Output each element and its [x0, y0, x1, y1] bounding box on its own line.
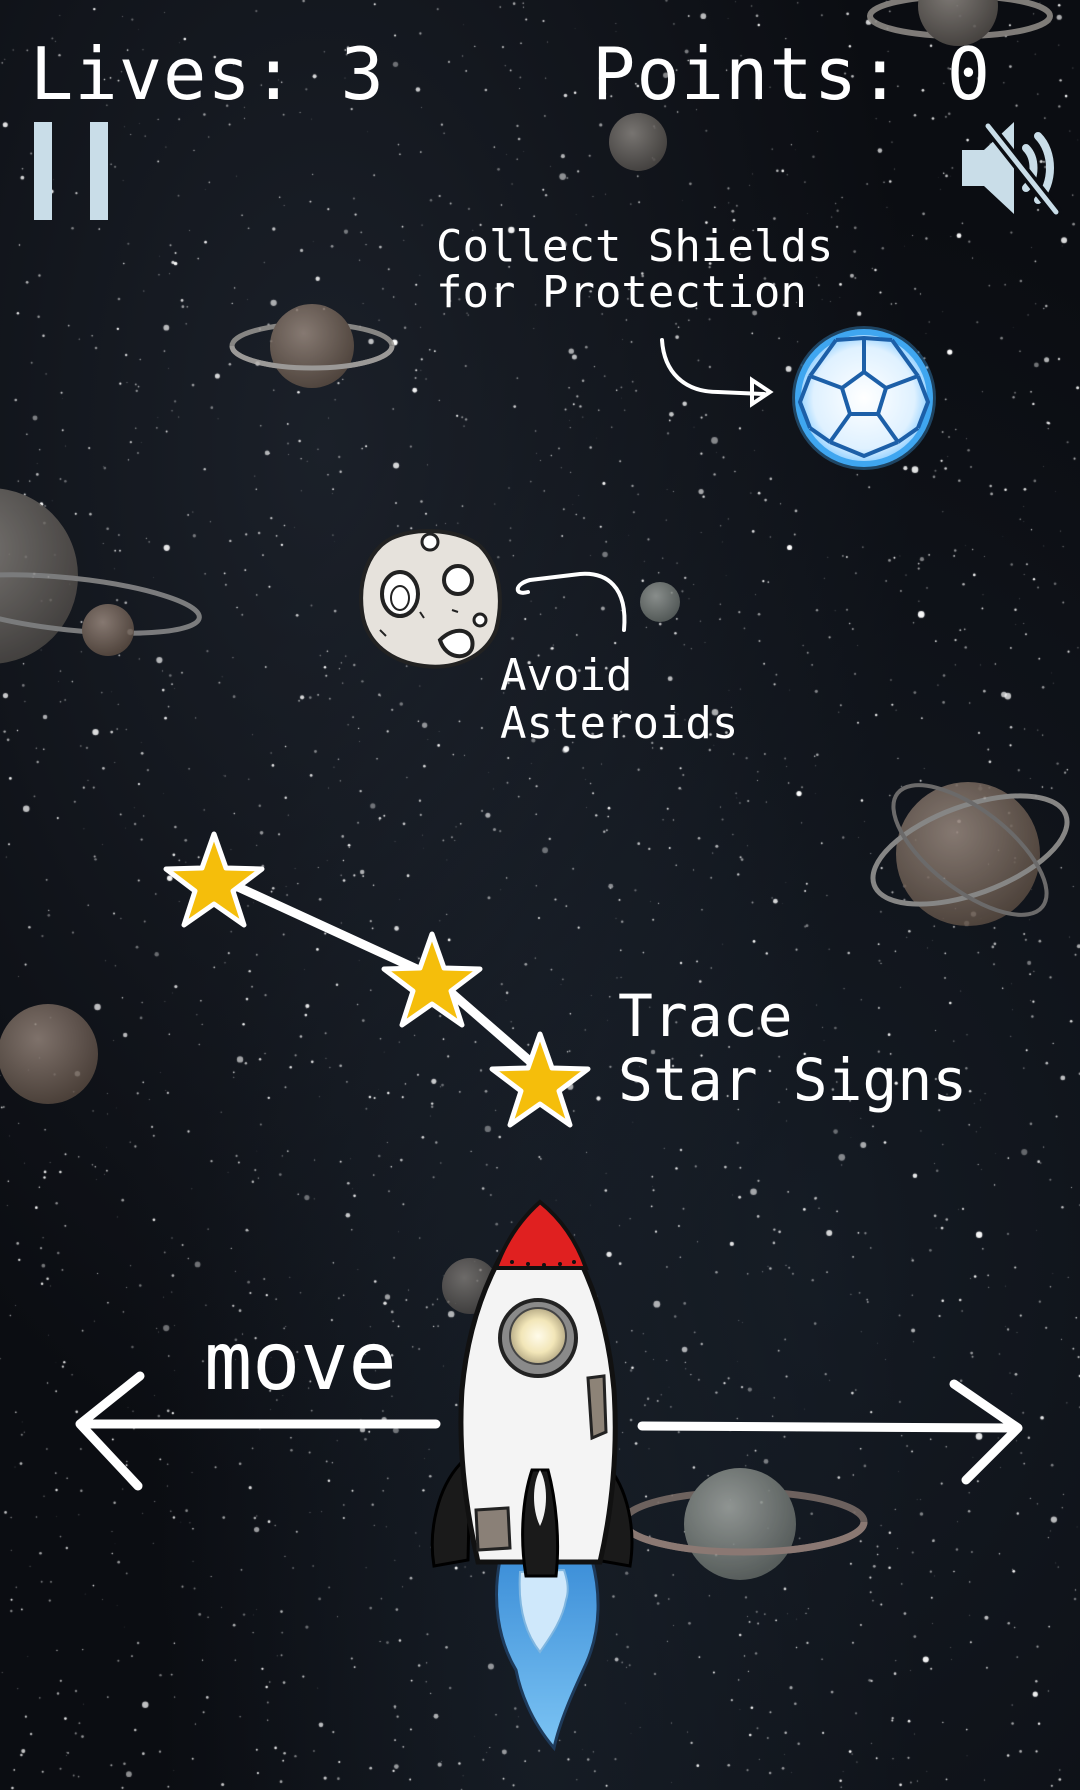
star-icon[interactable] — [163, 831, 265, 928]
points-counter: Points: 0 — [592, 38, 991, 110]
move-right-arrow[interactable] — [637, 1379, 1023, 1485]
hint-line: Avoid — [500, 650, 633, 701]
hint-line: Collect Shields — [436, 221, 834, 272]
hint-line: Star Signs — [618, 1046, 968, 1114]
sound-toggle-button[interactable] — [958, 116, 1062, 220]
star-icon[interactable] — [381, 931, 483, 1028]
planet-left-mid — [0, 1004, 98, 1104]
planet-ringed-lower — [620, 1468, 868, 1580]
planet-top-right — [867, 0, 1053, 46]
rocket-icon[interactable] — [430, 1199, 634, 1752]
hint-line: Asteroids — [500, 698, 739, 749]
hint-avoid-asteroids: Avoid Asteroids — [500, 652, 738, 748]
hint-line: for Protection — [436, 267, 807, 318]
rocket-left-fin — [430, 1461, 472, 1568]
move-left-arrow[interactable] — [75, 1371, 441, 1491]
planet-ringed-upper-left — [229, 304, 395, 388]
hint-collect-shields: Collect Shields for Protection — [436, 224, 833, 316]
lives-counter: Lives: 3 — [30, 38, 385, 110]
asteroid-icon — [359, 529, 502, 669]
pause-icon — [34, 122, 110, 220]
planet-small-mid — [640, 582, 680, 622]
star-icon[interactable] — [489, 1031, 591, 1128]
star-sign-lines — [209, 871, 545, 1075]
lives-value: 3 — [340, 32, 385, 116]
asteroid-hint-arrow — [515, 571, 627, 632]
planet-large-left — [0, 488, 202, 664]
planet-small-top — [609, 113, 667, 171]
lives-label: Lives: — [30, 32, 297, 116]
hint-line: Trace — [618, 982, 793, 1050]
speaker-muted-icon — [962, 120, 1062, 218]
shield-hint-arrow — [660, 338, 774, 408]
points-value: 0 — [946, 32, 992, 116]
hint-trace-star-signs: Trace Star Signs — [618, 984, 967, 1112]
shield-orb-icon — [792, 326, 936, 470]
rocket-nose — [493, 1199, 589, 1270]
planet-ringed-right — [870, 782, 1070, 926]
pause-button[interactable] — [34, 122, 110, 220]
move-label: move — [204, 1315, 397, 1408]
points-label: Points: — [592, 32, 903, 116]
